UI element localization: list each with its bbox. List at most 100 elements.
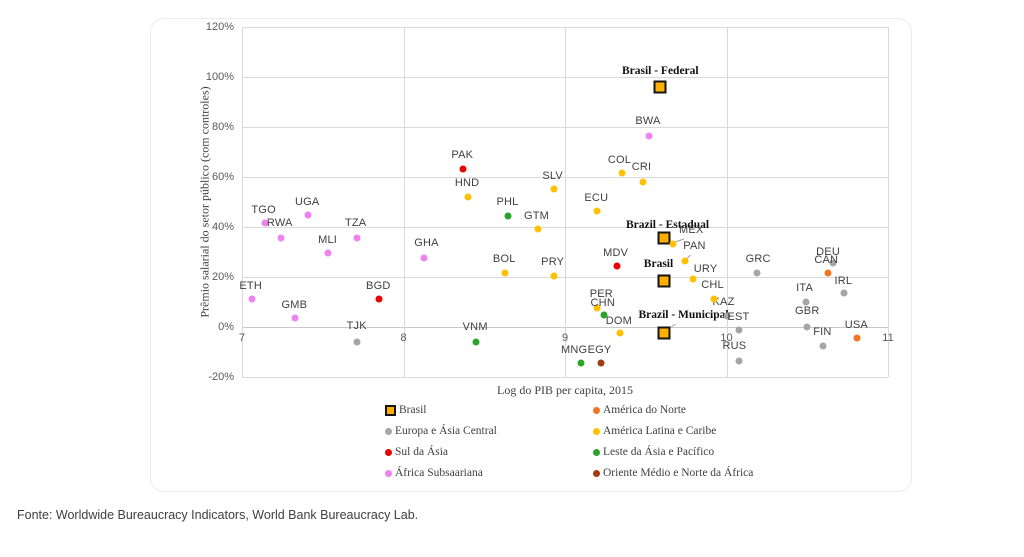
y-tick-label: 0% [218,321,234,333]
point-label-grc: GRC [745,253,771,265]
data-point-ury [689,275,697,283]
data-point-rus [735,357,743,365]
point-label-gmb: GMB [281,299,308,311]
point-label-bol: BOL [492,253,516,265]
data-point-pan [681,257,688,265]
point-label-brazil-municipal: Brazil - Municipal [638,309,729,321]
point-label-eth: ETH [239,280,262,292]
data-point-col [618,169,626,177]
y-tick-label: 80% [211,121,234,133]
legend-item-africa-subsaariana: África Subsaariana [385,467,483,479]
point-label-chl: CHL [701,279,724,291]
legend-label: Oriente Médio e Norte da África [603,467,754,479]
y-tick-label: 20% [211,271,234,283]
point-label-irl: IRL [834,275,853,287]
data-point-brasil-federal [653,80,667,94]
point-label-brasil: Brasil [643,258,674,270]
point-label-gha: GHA [414,237,439,249]
legend-item-leste-da-asia-e-pacifico: Leste da Ásia e Pacífico [593,446,714,458]
point-label-gbr: GBR [795,305,820,317]
legend-label: Europa e Ásia Central [395,425,497,437]
x-tick-label: 7 [238,332,246,344]
point-label-cri: CRI [631,161,652,173]
data-point-gtm [534,225,542,233]
legend-marker-sul-da-asia [385,448,392,456]
data-point-egy [597,359,605,367]
data-point-chn [600,311,608,319]
point-label-fin: FIN [813,326,832,338]
data-point-deu [829,259,837,267]
point-label-pak: PAK [451,149,474,161]
point-label-bwa: BWA [635,115,661,127]
data-point-gmb [291,314,299,322]
gridline-vertical [726,27,728,377]
point-label-brazil-estadual: Brazil - Estadual [625,219,710,231]
data-point-tjk [353,338,361,346]
point-label-chn: CHN [590,297,615,309]
point-label-mng: MNG [561,344,588,356]
legend-marker-oriente-medio-e-norte-da-africa [593,469,600,477]
point-label-per: PER [589,288,613,300]
point-label-gtm: GTM [524,210,550,222]
data-point-rwa [277,234,285,242]
data-point-mdv [613,262,621,270]
legend-item-america-latina-e-caribe: América Latina e Caribe [593,425,716,437]
point-label-col: COL [607,154,632,166]
point-label-kaz: KAZ [712,296,735,308]
point-label-ita: ITA [796,282,814,294]
legend-label: Sul da Ásia [395,446,449,458]
gridline-vertical [888,27,889,377]
legend-item-oriente-medio-e-norte-da-africa: Oriente Médio e Norte da África [593,467,753,479]
point-label-tza: TZA [344,217,367,229]
point-label-tgo: TGO [251,204,276,216]
data-point-ita [802,298,810,306]
data-point-vnm [472,338,480,346]
y-tick-label: -20% [208,371,234,383]
source-note: Fonte: Worldwide Bureaucracy Indicators,… [17,508,419,522]
data-point-phl [504,212,512,220]
data-point-bgd [375,295,383,303]
point-label-dom: DOM [605,315,633,327]
legend-marker-brasil [385,404,396,416]
gridline-vertical [565,27,566,377]
data-point-est [735,326,743,334]
data-point-ecu [593,207,601,215]
y-tick-label: 120% [205,21,234,33]
data-point-per [593,304,601,312]
data-point-grc [753,269,761,277]
data-point-pry [550,272,558,280]
gridline-vertical [403,27,405,377]
data-point-eth [248,295,256,303]
legend-label: Leste da Ásia e Pacífico [603,446,715,458]
data-point-bwa [645,132,653,140]
data-point-chl [710,295,718,303]
y-tick-label: 60% [211,171,234,183]
point-label-egy: EGY [587,344,612,356]
point-label-rus: RUS [722,340,747,352]
data-point-slv [550,185,558,193]
data-point-tgo [261,219,269,227]
point-label-ecu: ECU [584,192,609,204]
x-tick-label: 9 [561,332,569,344]
data-point-can [824,269,832,277]
data-point-kaz [723,312,730,320]
legend-marker-america-latina-e-caribe [593,427,600,435]
data-point-brazil-municipal [657,326,670,340]
y-tick-label: 100% [205,71,234,83]
legend-marker-america-do-norte [593,406,600,414]
data-point-mng [577,359,585,367]
data-point-pak [459,165,467,173]
data-point-brazil-estadual [657,231,670,245]
legend-label: América Latina e Caribe [603,425,717,437]
x-tick-label: 11 [882,332,894,344]
x-tick-label: 10 [720,332,733,344]
point-label-vnm: VNM [462,321,488,333]
legend-marker-europa-e-asia-central [385,427,392,435]
point-label-pan: PAN [683,240,706,252]
point-label-ury: URY [693,263,718,275]
data-point-mex [669,240,677,248]
point-label-phl: PHL [496,196,519,208]
data-point-dom [616,329,624,337]
point-label-pry: PRY [541,256,565,268]
point-label-est: EST [727,311,750,323]
